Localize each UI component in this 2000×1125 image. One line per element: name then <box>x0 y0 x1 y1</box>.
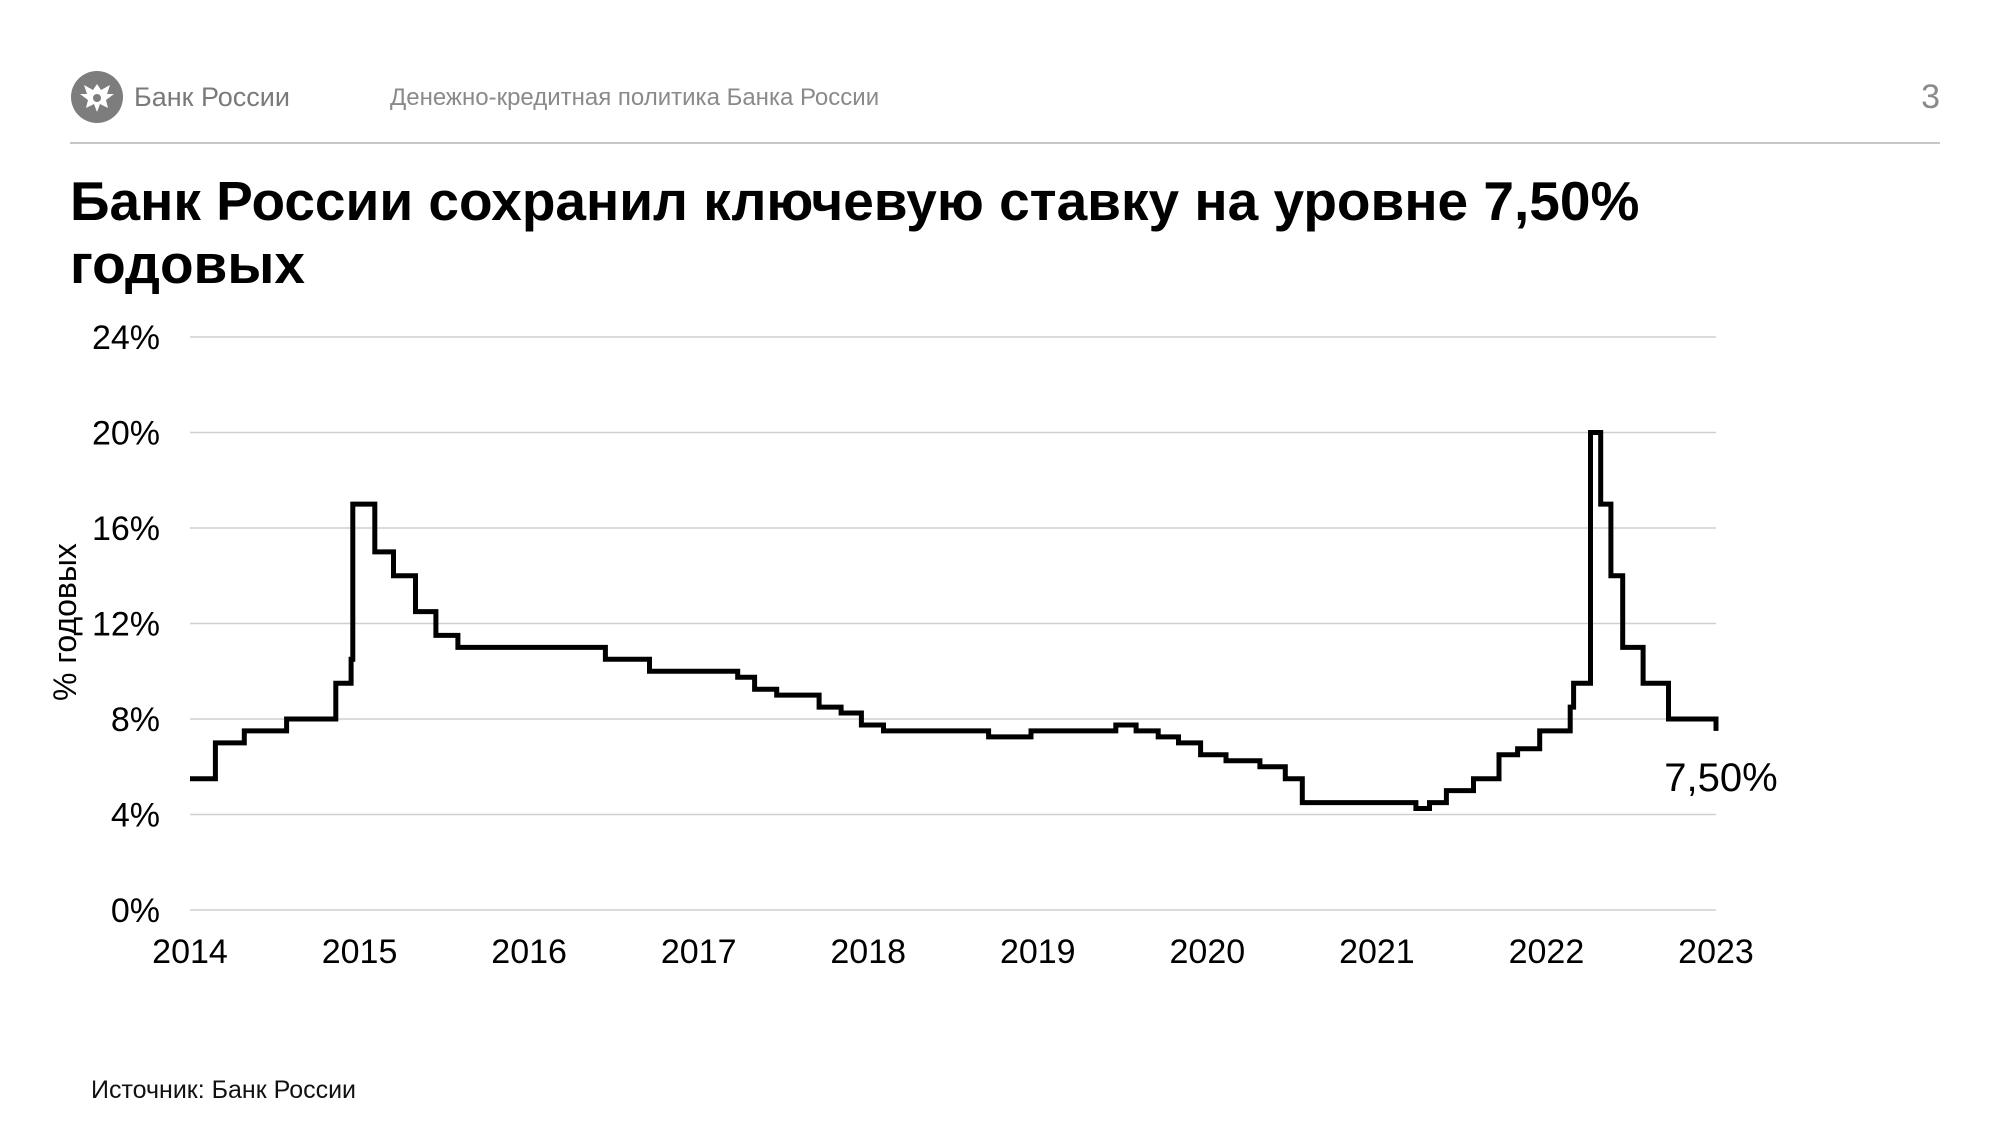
grid-lines <box>190 336 1716 911</box>
source-note: Источник: Банк России <box>91 1076 357 1104</box>
y-axis-tick-labels: 0% 4% 8% 12% 16% 20% 24% <box>92 319 160 930</box>
header-divider <box>70 142 1940 144</box>
bank-name: Банк России <box>134 82 290 112</box>
y-tick-label: 8% <box>111 701 160 739</box>
y-tick-label: 4% <box>111 797 160 835</box>
key-rate-chart: 0%4%8%12%16%20%24% 2014 2015 2016 2017 2018 2… <box>47 319 1778 971</box>
x-tick-label: 2017 <box>661 933 737 971</box>
x-tick-label: 2019 <box>1000 933 1076 971</box>
double-headed-eagle-icon <box>71 71 123 123</box>
x-axis-tick-labels: 2014 2015 2016 2017 2018 2019 2020 2021 2022 2023 <box>152 933 1754 971</box>
x-tick-label: 2022 <box>1509 933 1585 971</box>
y-tick-label: 16% <box>92 510 160 548</box>
y-tick-label: 12% <box>92 606 160 644</box>
page-number: 3 <box>1921 78 1940 116</box>
x-tick-label: 2018 <box>830 933 906 971</box>
y-axis-label: % годовых <box>47 543 83 701</box>
end-value-label: 7,50% <box>1664 756 1777 800</box>
y-tick-label: 24% <box>92 319 160 357</box>
page-title: Банк России сохранил ключевую ставку на … <box>70 170 1640 295</box>
key-rate-line <box>190 430 1719 811</box>
y-tick-label: 0% <box>111 892 160 930</box>
x-tick-label: 2016 <box>491 933 567 971</box>
header-subtitle: Денежно-кредитная политика Банка России <box>390 84 880 111</box>
x-tick-label: 2021 <box>1339 933 1415 971</box>
x-tick-label: 2014 <box>152 933 228 971</box>
x-tick-label: 2015 <box>322 933 398 971</box>
slide-header: Банк России Денежно-кредитная политика Б… <box>70 70 1940 140</box>
y-tick-label: 20% <box>92 415 160 453</box>
x-tick-label: 2023 <box>1678 933 1754 971</box>
x-tick-label: 2020 <box>1170 933 1246 971</box>
